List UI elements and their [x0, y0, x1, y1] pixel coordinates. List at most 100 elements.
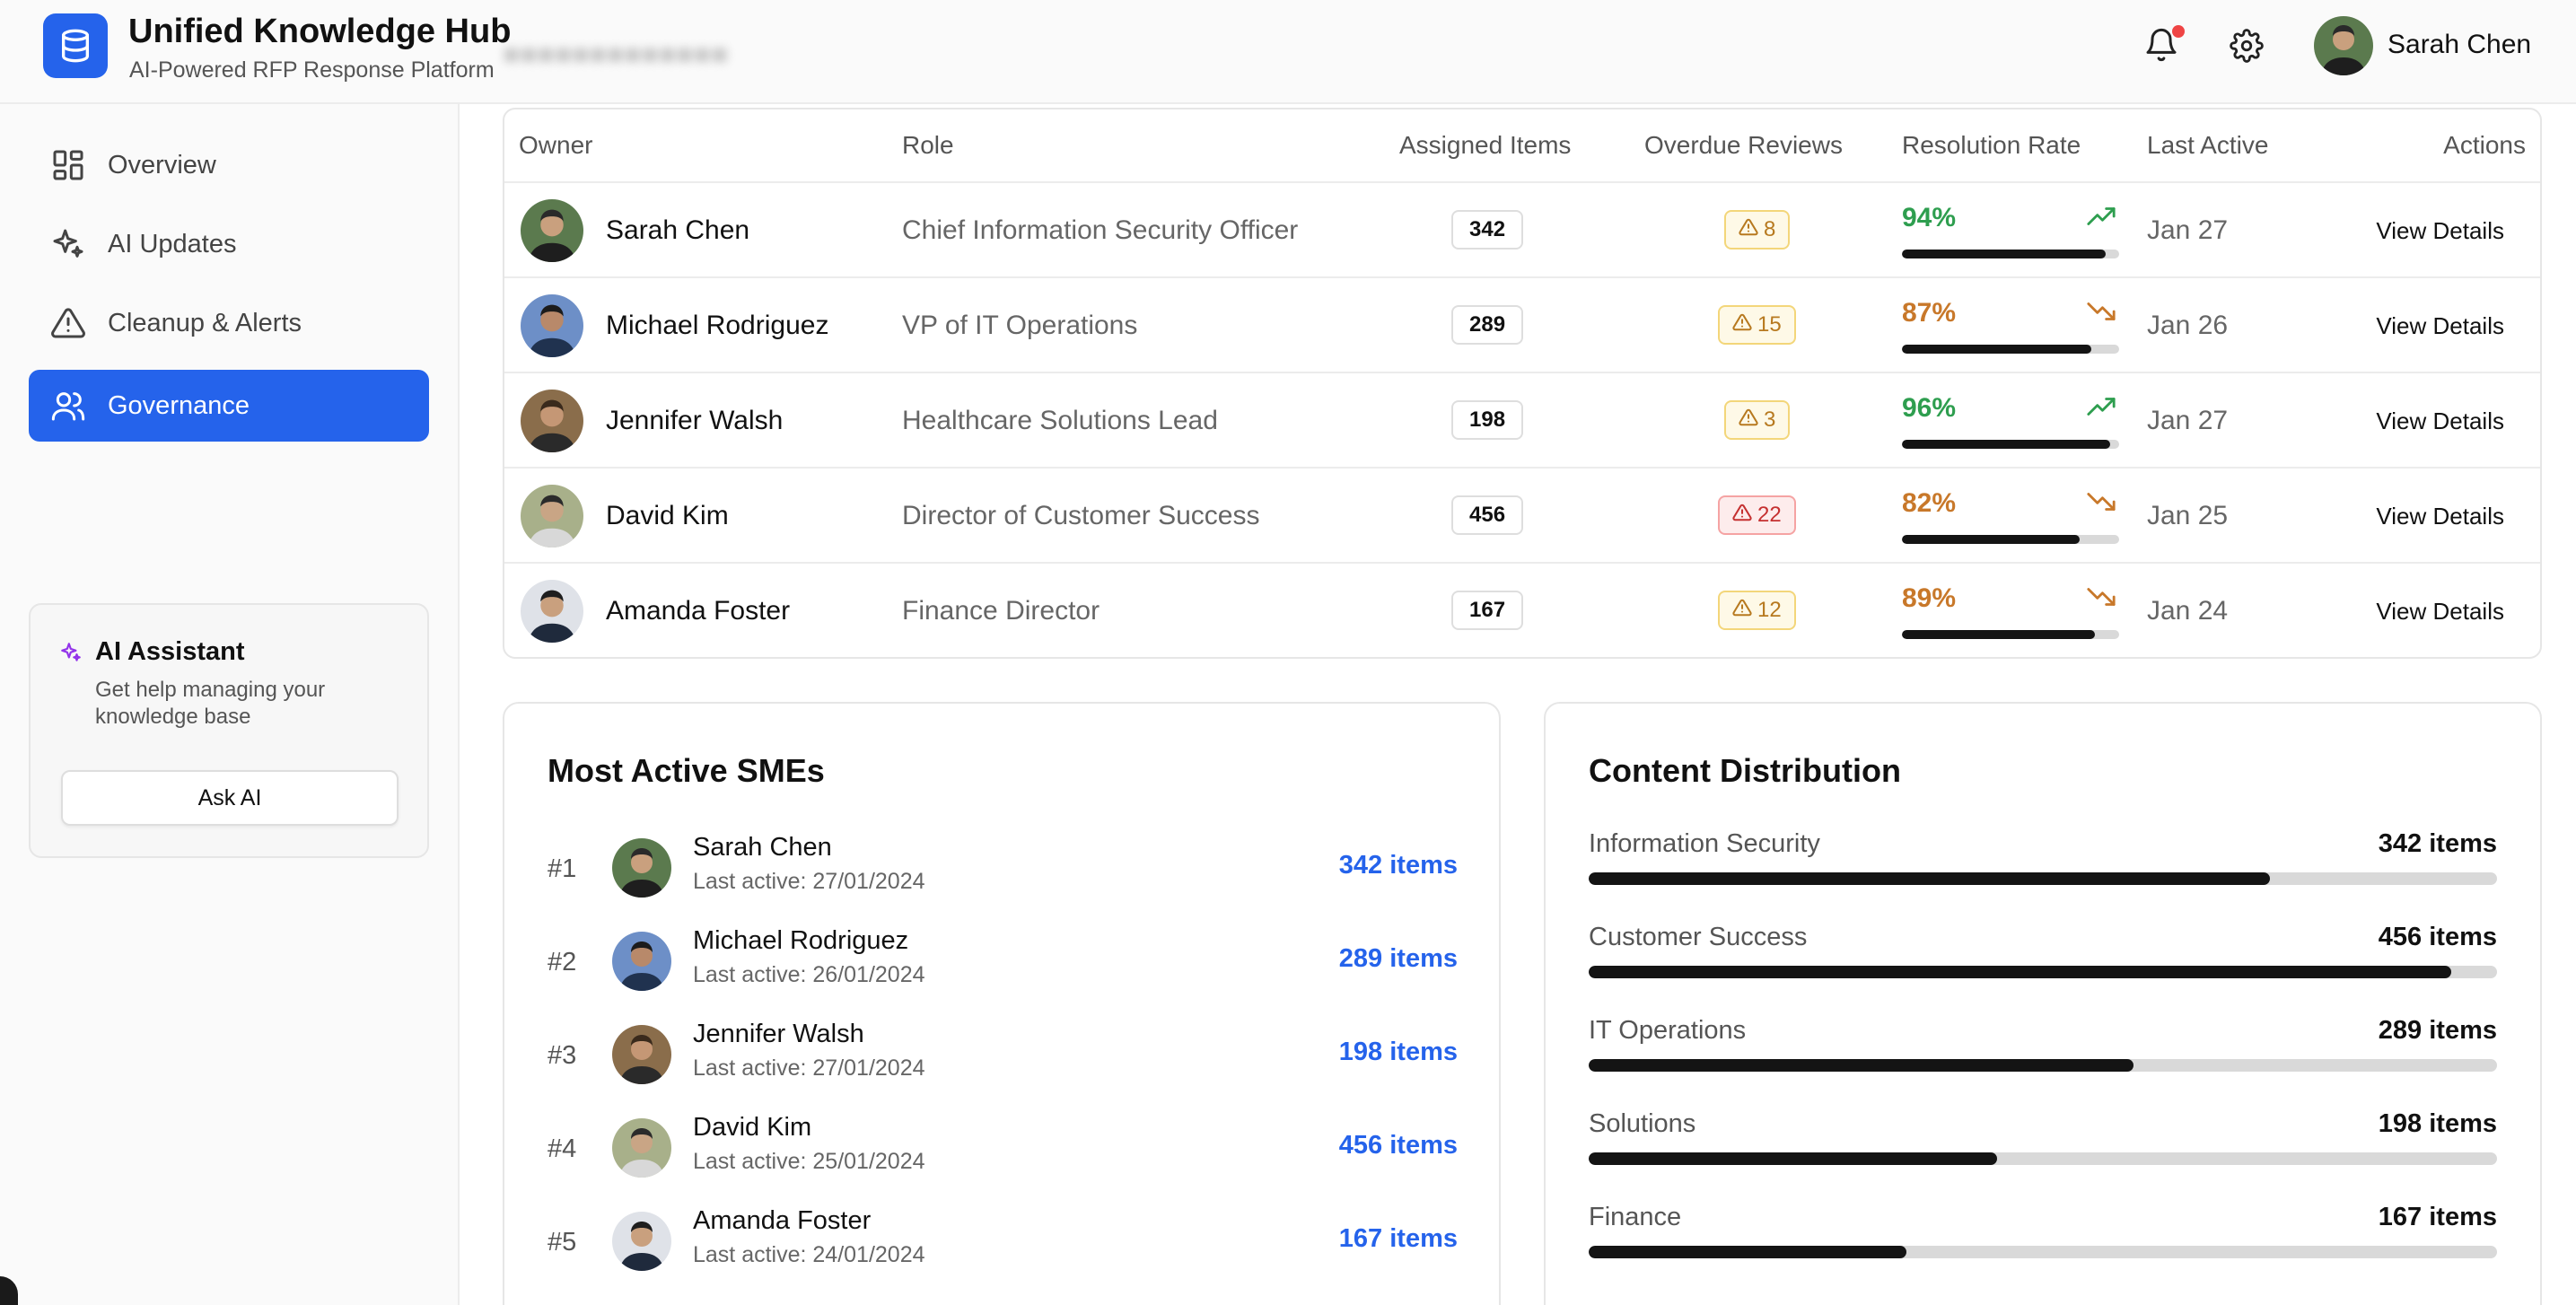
- list-item: Solutions 198 items: [1589, 1109, 2497, 1181]
- sme-item-count[interactable]: 456 items: [1338, 1131, 1458, 1160]
- owner-role: Chief Information Security Officer: [902, 215, 1299, 245]
- resolution-rate-fill: [1902, 630, 2096, 639]
- avatar: [521, 580, 583, 643]
- last-active: Jan 25: [2147, 501, 2229, 530]
- resolution-rate-bar: [1902, 345, 2119, 354]
- overdue-reviews-badge: 12: [1718, 591, 1796, 630]
- column-header-last-active[interactable]: Last Active: [2147, 131, 2269, 159]
- distribution-fill: [1589, 1059, 2134, 1072]
- avatar: [521, 485, 583, 547]
- ai-assistant-title: AI Assistant: [95, 637, 245, 666]
- table-row: David Kim Director of Customer Success 4…: [504, 469, 2540, 564]
- trending-down-icon: [2086, 585, 2116, 609]
- last-active: Jan 26: [2147, 311, 2229, 340]
- sme-item-count[interactable]: 342 items: [1338, 851, 1458, 880]
- sme-last-active: Last active: 27/01/2024: [693, 869, 925, 894]
- trending-down-icon: [2086, 490, 2116, 513]
- sme-rank: #4: [548, 1134, 577, 1163]
- avatar: [521, 390, 583, 452]
- owner-name: Michael Rodriguez: [606, 311, 829, 340]
- sme-item-count[interactable]: 167 items: [1338, 1224, 1458, 1253]
- card-title: Content Distribution: [1589, 752, 1901, 789]
- sidebar-item-ai-updates[interactable]: AI Updates: [29, 208, 429, 280]
- owner-name: Amanda Foster: [606, 596, 791, 626]
- column-header-overdue-reviews[interactable]: Overdue Reviews: [1644, 131, 1843, 159]
- trending-down-icon: [2086, 300, 2116, 323]
- sme-item-count[interactable]: 289 items: [1338, 944, 1458, 973]
- view-details-button[interactable]: View Details: [2376, 217, 2504, 244]
- notification-dot: [2172, 25, 2185, 38]
- distribution-fill: [1589, 872, 2270, 885]
- sme-name: Jennifer Walsh: [693, 1020, 864, 1048]
- column-header-resolution-rate[interactable]: Resolution Rate: [1902, 131, 2081, 159]
- table-header-divider: [504, 181, 2540, 183]
- distribution-count: 342 items: [2378, 829, 2497, 858]
- sidebar-item-cleanup-alerts[interactable]: Cleanup & Alerts: [29, 287, 429, 359]
- sme-item-count[interactable]: 198 items: [1338, 1038, 1458, 1066]
- overdue-reviews-badge: 15: [1718, 305, 1796, 345]
- resolution-rate-fill: [1902, 535, 2081, 544]
- sme-last-active: Last active: 26/01/2024: [693, 962, 925, 987]
- distribution-count: 289 items: [2378, 1016, 2497, 1045]
- view-details-button[interactable]: View Details: [2376, 407, 2504, 434]
- owner-role: VP of IT Operations: [902, 311, 1138, 340]
- list-item[interactable]: #1 Sarah Chen Last active: 27/01/2024 34…: [548, 833, 1458, 905]
- resolution-rate-value: 94%: [1902, 203, 1957, 232]
- sme-rank: #2: [548, 948, 577, 977]
- overdue-count: 15: [1757, 312, 1782, 337]
- app-title: Unified Knowledge Hub: [128, 13, 512, 50]
- sme-rank: #5: [548, 1228, 577, 1257]
- ai-assistant-description: Get help managing your knowledge base: [95, 678, 326, 729]
- distribution-label: IT Operations: [1589, 1016, 1747, 1045]
- view-details-button[interactable]: View Details: [2376, 503, 2504, 530]
- alert-triangle-icon: [1732, 312, 1752, 338]
- table-row: Sarah Chen Chief Information Security Of…: [504, 183, 2540, 278]
- sidebar-item-governance[interactable]: Governance: [29, 370, 429, 442]
- avatar: [612, 838, 671, 898]
- column-header-actions: Actions: [2443, 131, 2526, 159]
- owner-role: Finance Director: [902, 596, 1100, 626]
- list-item[interactable]: #3 Jennifer Walsh Last active: 27/01/202…: [548, 1020, 1458, 1091]
- column-header-role[interactable]: Role: [902, 131, 954, 159]
- sme-name: Michael Rodriguez: [693, 926, 909, 955]
- assigned-items-badge: 289: [1451, 305, 1524, 345]
- alert-triangle-icon: [1732, 503, 1752, 529]
- table-row: Michael Rodriguez VP of IT Operations 28…: [504, 278, 2540, 373]
- sme-last-active: Last active: 24/01/2024: [693, 1242, 925, 1267]
- resolution-rate-bar: [1902, 440, 2119, 449]
- sidebar-item-label: Governance: [108, 391, 250, 420]
- blurred-page-heading: ■■■■■■■■■■■■■: [503, 38, 729, 70]
- owners-table: Owner Role Assigned Items Overdue Review…: [503, 108, 2542, 659]
- distribution-bar: [1589, 872, 2497, 885]
- last-active: Jan 27: [2147, 215, 2229, 245]
- sparkles-icon: [50, 226, 86, 262]
- gear-icon[interactable]: [2230, 29, 2264, 63]
- distribution-bar: [1589, 1152, 2497, 1165]
- view-details-button[interactable]: View Details: [2376, 598, 2504, 625]
- owner-name: David Kim: [606, 501, 729, 530]
- trending-up-icon: [2086, 395, 2116, 418]
- view-details-button[interactable]: View Details: [2376, 312, 2504, 339]
- list-item[interactable]: #4 David Kim Last active: 25/01/2024 456…: [548, 1113, 1458, 1185]
- resolution-rate-bar: [1902, 630, 2119, 639]
- bell-icon[interactable]: [2143, 27, 2179, 63]
- users-icon: [50, 388, 86, 424]
- list-item[interactable]: #5 Amanda Foster Last active: 24/01/2024…: [548, 1206, 1458, 1278]
- avatar: [612, 1025, 671, 1084]
- assigned-items-badge: 167: [1451, 591, 1524, 630]
- sidebar-item-overview[interactable]: Overview: [29, 129, 429, 201]
- distribution-label: Finance: [1589, 1203, 1682, 1231]
- assigned-items-badge: 342: [1451, 210, 1524, 250]
- column-header-owner[interactable]: Owner: [519, 131, 593, 159]
- column-header-assigned-items[interactable]: Assigned Items: [1399, 131, 1572, 159]
- distribution-count: 456 items: [2378, 923, 2497, 951]
- distribution-fill: [1589, 966, 2452, 978]
- sme-rank: #1: [548, 854, 577, 883]
- ask-ai-button[interactable]: Ask AI: [61, 770, 399, 826]
- overdue-count: 8: [1764, 217, 1776, 241]
- user-name[interactable]: Sarah Chen: [2388, 30, 2532, 59]
- sme-last-active: Last active: 27/01/2024: [693, 1055, 925, 1081]
- distribution-bar: [1589, 1059, 2497, 1072]
- avatar[interactable]: [2314, 16, 2373, 75]
- list-item[interactable]: #2 Michael Rodriguez Last active: 26/01/…: [548, 926, 1458, 998]
